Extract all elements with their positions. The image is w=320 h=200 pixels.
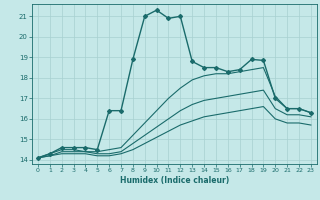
X-axis label: Humidex (Indice chaleur): Humidex (Indice chaleur) — [120, 176, 229, 185]
